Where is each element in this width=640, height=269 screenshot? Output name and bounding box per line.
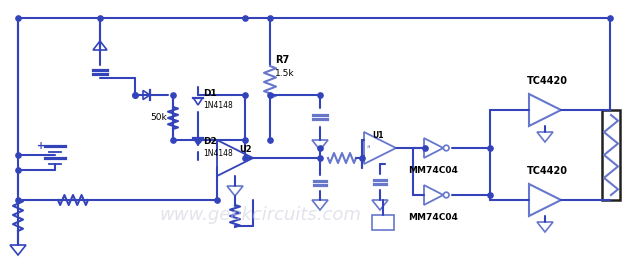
Text: D1: D1: [203, 89, 217, 97]
Text: +: +: [37, 141, 45, 151]
Bar: [602, 110, 620, 200]
Text: U2: U2: [239, 144, 252, 154]
Text: 1N4148: 1N4148: [203, 150, 233, 158]
Text: 50k: 50k: [150, 114, 168, 122]
Text: TC4420: TC4420: [527, 76, 568, 86]
Text: R7: R7: [275, 55, 289, 65]
Text: a: a: [366, 143, 370, 148]
Text: 1N4148: 1N4148: [203, 101, 233, 109]
Text: MM74C04: MM74C04: [408, 213, 458, 222]
Text: TC4420: TC4420: [527, 166, 568, 176]
Text: U1: U1: [372, 130, 384, 140]
Text: D2: D2: [203, 137, 217, 147]
Text: 1.5k: 1.5k: [275, 69, 294, 79]
Text: MM74C04: MM74C04: [408, 166, 458, 175]
Bar: [372, 215, 394, 230]
Text: www.geekcircuits.com: www.geekcircuits.com: [159, 206, 361, 224]
